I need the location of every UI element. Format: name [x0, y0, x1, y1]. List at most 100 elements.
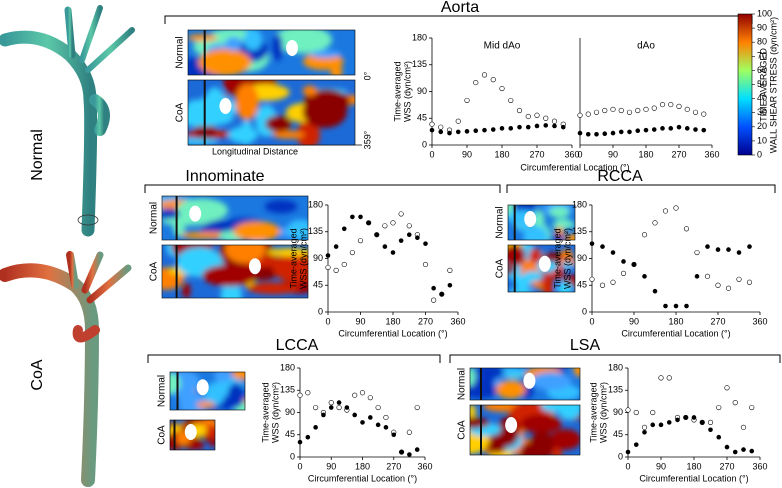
x-tick-label: 270 [529, 149, 544, 159]
data-point [732, 400, 738, 406]
data-point [666, 420, 672, 425]
data-point [699, 420, 705, 425]
heatmap-row-label: CoA [495, 258, 506, 278]
data-point [724, 385, 730, 391]
heatmap [161, 195, 309, 241]
patch [470, 377, 501, 399]
data-point [660, 126, 665, 131]
patch [522, 271, 543, 282]
patch [518, 223, 528, 232]
data-point [594, 132, 599, 137]
patch [530, 372, 572, 391]
heatmap-pattern [188, 30, 344, 75]
data-point [684, 303, 689, 309]
data-point [691, 415, 697, 420]
data-point [447, 282, 453, 288]
y-tick-label: 45 [613, 429, 623, 439]
data-point [716, 434, 722, 440]
hole [248, 258, 261, 275]
data-point [358, 214, 363, 220]
data-point [368, 415, 373, 420]
data-point [429, 127, 435, 133]
data-point [390, 250, 396, 255]
data-point [429, 121, 435, 127]
y-tick-label: 45 [417, 113, 427, 123]
data-point [360, 420, 365, 425]
patch [551, 234, 564, 240]
angle-label: 359° [362, 130, 372, 149]
data-point [650, 422, 656, 428]
patch [540, 405, 572, 413]
y-tick-label: 135 [572, 226, 587, 236]
y-axis-label: Time-averaged [588, 382, 598, 442]
x-tick-label: 360 [417, 461, 432, 471]
patch [470, 417, 490, 429]
patch [528, 248, 542, 264]
model-label: CoA [29, 359, 46, 390]
data-point [464, 97, 470, 104]
data-point [593, 109, 600, 115]
data-point [650, 409, 656, 416]
hole [505, 417, 518, 433]
data-point [740, 424, 747, 430]
data-point [516, 107, 523, 114]
data-point [676, 103, 682, 109]
data-point [625, 407, 631, 413]
patch [309, 50, 341, 59]
data-point [694, 274, 700, 279]
x-tick-label: 270 [418, 316, 433, 326]
data-point [382, 223, 388, 229]
colorbar-tick-label: 40 [757, 93, 767, 103]
y-tick-label: 180 [308, 199, 323, 209]
data-point [359, 390, 366, 396]
data-point [438, 129, 444, 135]
data-point [625, 449, 631, 455]
model-label: Normal [29, 129, 46, 181]
y-axis-label: WSS (dyn/cm²) [270, 382, 280, 443]
heatmap-row-label: Normal [457, 368, 468, 400]
data-point [325, 253, 331, 258]
patch [231, 372, 245, 381]
hole [184, 424, 197, 440]
hole [286, 40, 299, 56]
data-point [621, 259, 626, 264]
data-point [642, 274, 647, 279]
colorbar-tick-label: 0 [757, 149, 762, 159]
data-point [675, 417, 680, 423]
data-point [705, 244, 710, 249]
data-point [668, 126, 674, 131]
data-point [726, 247, 731, 252]
data-point [618, 107, 624, 114]
heatmap-frame [507, 244, 576, 293]
data-point [577, 130, 583, 136]
y-axis-label: Time-averaged [288, 228, 298, 288]
y-tick-label: 45 [285, 429, 295, 439]
patch [508, 263, 515, 275]
data-point [305, 434, 311, 440]
x-tick-label: 0 [325, 316, 330, 326]
y-tick-label: 135 [412, 59, 427, 69]
data-point [626, 109, 633, 115]
data-point [673, 303, 679, 309]
y-axis-label: Time-averaged [260, 382, 270, 442]
data-point [585, 111, 591, 117]
data-point [701, 111, 707, 117]
heatmap-row-label: Normal [175, 36, 186, 68]
colorbar-tick-label: 60 [757, 65, 767, 75]
data-point [328, 400, 334, 406]
data-point [406, 223, 412, 229]
patch [243, 30, 263, 51]
data-point [534, 112, 540, 118]
data-point [305, 390, 311, 396]
data-point [297, 439, 303, 445]
heatmap-row-label: CoA [457, 420, 468, 440]
data-point [336, 400, 342, 405]
heatmap [169, 419, 216, 451]
x-tick-label: 0 [625, 461, 630, 471]
x-tick-label: 0 [589, 316, 594, 326]
x-tick-label: 270 [386, 461, 401, 471]
y-tick-label: 90 [577, 253, 587, 263]
patch [213, 372, 233, 383]
bracket [144, 184, 501, 193]
data-point [341, 226, 347, 232]
